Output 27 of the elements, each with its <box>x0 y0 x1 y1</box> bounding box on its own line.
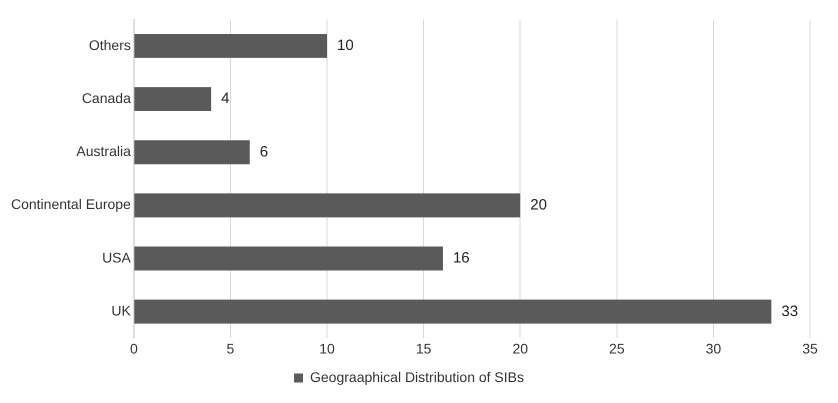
bar <box>134 34 328 58</box>
data-label: 10 <box>337 37 354 54</box>
bar <box>134 193 520 218</box>
data-label: 16 <box>452 250 470 267</box>
bar <box>134 87 212 112</box>
y-tick-label: USA <box>102 249 132 266</box>
x-tick-label: 5 <box>226 340 235 356</box>
bar <box>134 300 772 324</box>
x-tick-label: 35 <box>802 340 818 356</box>
bar <box>134 246 443 270</box>
data-label: 20 <box>530 196 547 214</box>
y-tick-label: Canada <box>82 90 132 106</box>
y-tick-label: UK <box>111 302 132 318</box>
x-tick-label: 20 <box>512 340 528 356</box>
x-tick-label: 10 <box>319 340 336 356</box>
x-tick-label: 25 <box>609 340 625 356</box>
legend-label: Geograaphical Distribution of SIBs <box>310 368 524 385</box>
y-tick-label: Continental Europe <box>10 196 132 212</box>
y-tick-label: Australia <box>76 143 132 160</box>
x-tick-label: 0 <box>130 340 138 356</box>
x-tick-label: 15 <box>416 340 432 356</box>
data-label: 6 <box>260 143 268 160</box>
data-label: 4 <box>221 90 230 108</box>
x-tick-label: 30 <box>706 340 722 356</box>
y-tick-label: Others <box>88 36 131 53</box>
bar <box>134 140 250 164</box>
data-label: 33 <box>781 302 798 320</box>
